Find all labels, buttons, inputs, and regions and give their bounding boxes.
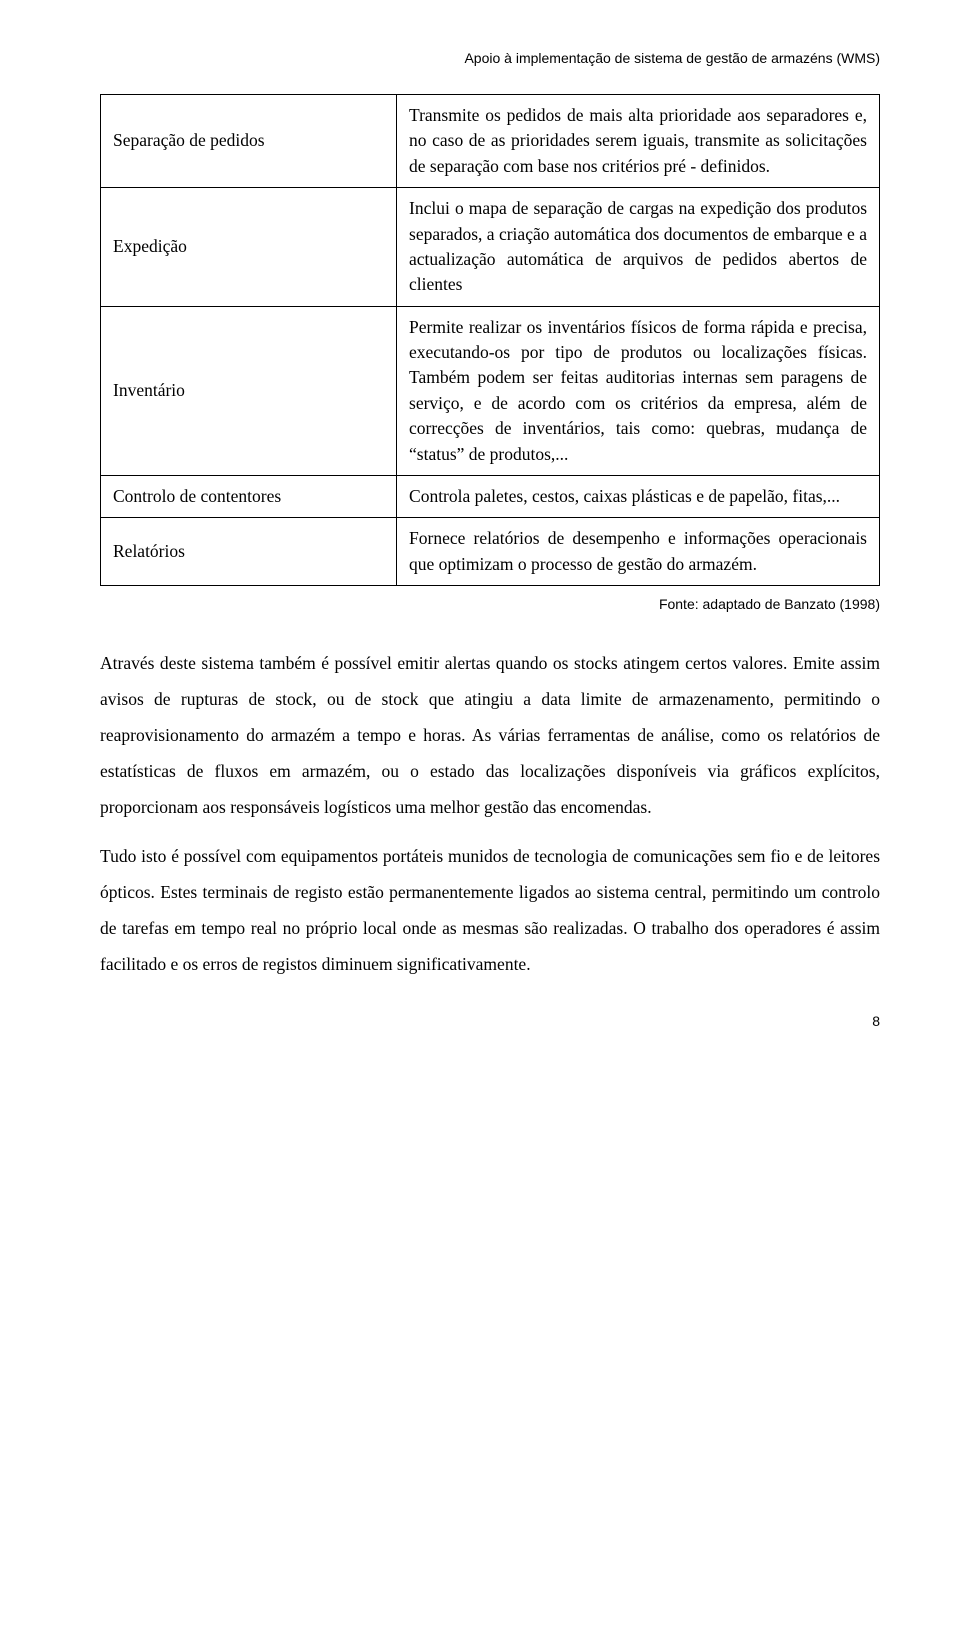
row-description: Controla paletes, cestos, caixas plástic… [397, 475, 880, 517]
table-row: Separação de pedidos Transmite os pedido… [101, 95, 880, 188]
functions-table: Separação de pedidos Transmite os pedido… [100, 94, 880, 586]
table-row: Controlo de contentores Controla paletes… [101, 475, 880, 517]
row-description: Inclui o mapa de separação de cargas na … [397, 188, 880, 307]
table-row: Inventário Permite realizar os inventári… [101, 306, 880, 475]
row-label: Expedição [101, 188, 397, 307]
row-label: Separação de pedidos [101, 95, 397, 188]
page-number: 8 [100, 1013, 880, 1029]
table-source: Fonte: adaptado de Banzato (1998) [100, 596, 880, 612]
row-description: Fornece relatórios de desempenho e infor… [397, 518, 880, 586]
row-label: Controlo de contentores [101, 475, 397, 517]
row-description: Transmite os pedidos de mais alta priori… [397, 95, 880, 188]
row-label: Inventário [101, 306, 397, 475]
row-label: Relatórios [101, 518, 397, 586]
body-paragraph-2: Tudo isto é possível com equipamentos po… [100, 839, 880, 983]
body-paragraph-1: Através deste sistema também é possível … [100, 646, 880, 825]
row-description: Permite realizar os inventários físicos … [397, 306, 880, 475]
page-header-title: Apoio à implementação de sistema de gest… [100, 50, 880, 66]
table-row: Expedição Inclui o mapa de separação de … [101, 188, 880, 307]
table-row: Relatórios Fornece relatórios de desempe… [101, 518, 880, 586]
